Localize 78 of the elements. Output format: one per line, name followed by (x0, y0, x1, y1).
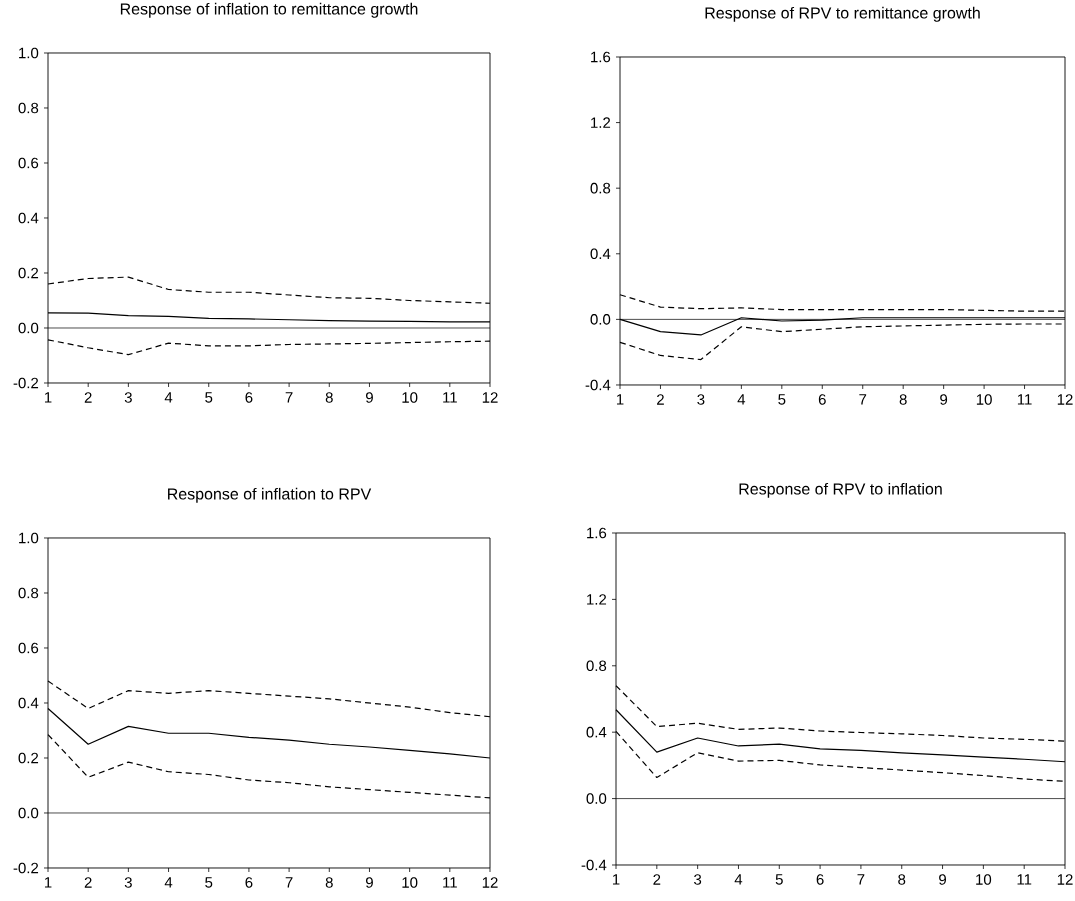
y-tick-label: 0.6 (18, 157, 39, 169)
x-tick-label: 3 (124, 877, 132, 888)
x-tick-label: 6 (818, 394, 826, 405)
y-tick-label: 0.0 (18, 807, 39, 819)
x-tick-label: 8 (899, 394, 907, 405)
x-tick-label: 9 (939, 874, 946, 885)
x-tick-label: 5 (775, 874, 783, 885)
y-tick-label: 0.4 (18, 697, 39, 709)
y-tick-label: 0.0 (590, 314, 611, 325)
y-tick-label: -0.4 (585, 379, 611, 391)
x-tick-label: 7 (859, 394, 867, 405)
x-tick-label: 8 (325, 877, 333, 888)
y-tick-label: 1.0 (19, 47, 39, 59)
x-tick-label: 11 (1017, 394, 1032, 405)
x-tick-label: 11 (443, 392, 457, 403)
chart-title: Response of inflation to RPV (168, 487, 372, 503)
y-tick-label: 0.8 (18, 102, 39, 114)
x-tick-label: 10 (976, 874, 992, 885)
chart-title: Response of inflation to remittance growth (120, 2, 418, 18)
x-tick-label: 12 (1057, 394, 1073, 405)
x-tick-label: 2 (84, 877, 92, 888)
y-tick-label: -0.4 (581, 859, 607, 871)
x-tick-label: 2 (84, 392, 92, 403)
x-tick-label: 8 (325, 392, 333, 403)
y-tick-label: 0.8 (18, 587, 39, 599)
y-tick-label: 0.2 (18, 267, 39, 279)
x-tick-label: 9 (940, 394, 948, 405)
y-tick-label: 0.2 (18, 752, 39, 764)
x-tick-label: 10 (402, 392, 418, 403)
x-tick-label: 10 (976, 394, 992, 405)
y-tick-label: 1.6 (591, 51, 611, 63)
y-tick-label: 0.6 (18, 642, 39, 654)
x-tick-label: 5 (205, 392, 213, 403)
x-tick-label: 10 (402, 877, 418, 888)
x-tick-label: 9 (366, 877, 373, 888)
x-tick-label: 2 (657, 394, 664, 405)
x-tick-label: 4 (164, 392, 173, 403)
y-tick-label: 0.4 (590, 248, 611, 260)
x-tick-label: 12 (482, 392, 498, 403)
y-tick-label: 1.2 (591, 117, 611, 128)
y-tick-label: 0.4 (18, 212, 39, 224)
y-tick-label: 0.0 (586, 793, 607, 804)
x-tick-label: 3 (124, 392, 132, 403)
x-tick-label: 7 (285, 392, 293, 403)
x-tick-label: 5 (778, 394, 786, 405)
x-tick-label: 4 (734, 874, 743, 885)
x-tick-label: 4 (164, 877, 173, 888)
x-tick-label: 2 (653, 874, 661, 885)
y-tick-label: 1.0 (19, 532, 39, 544)
x-tick-label: 12 (1057, 874, 1073, 885)
x-tick-label: 9 (366, 392, 373, 403)
x-tick-label: 8 (898, 874, 906, 885)
x-tick-label: 3 (694, 874, 702, 885)
y-tick-label: -0.2 (13, 862, 39, 874)
chart-title: Response of RPV to remittance growth (705, 6, 980, 22)
chart-title: Response of RPV to inflation (739, 482, 942, 498)
y-tick-label: 0.8 (586, 660, 607, 672)
x-tick-label: 12 (482, 877, 498, 888)
y-tick-label: 1.2 (587, 594, 607, 605)
x-tick-label: 11 (1017, 874, 1032, 885)
x-tick-label: 1 (616, 394, 624, 405)
x-tick-label: 5 (205, 877, 213, 888)
x-tick-label: 7 (857, 874, 865, 885)
x-tick-label: 6 (245, 392, 253, 403)
x-tick-label: 7 (285, 877, 293, 888)
x-tick-label: 4 (737, 394, 746, 405)
y-tick-label: 0.4 (586, 726, 607, 738)
y-tick-label: 0.8 (590, 182, 611, 194)
y-tick-label: 0.0 (18, 322, 39, 334)
x-tick-label: 6 (816, 874, 824, 885)
x-tick-label: 6 (245, 877, 253, 888)
x-tick-label: 11 (443, 877, 457, 888)
y-tick-label: 1.6 (587, 527, 607, 539)
y-tick-label: -0.2 (13, 377, 39, 389)
x-tick-label: 1 (612, 874, 620, 885)
x-tick-label: 3 (697, 394, 705, 405)
x-tick-label: 1 (44, 392, 52, 403)
x-tick-label: 1 (44, 877, 52, 888)
